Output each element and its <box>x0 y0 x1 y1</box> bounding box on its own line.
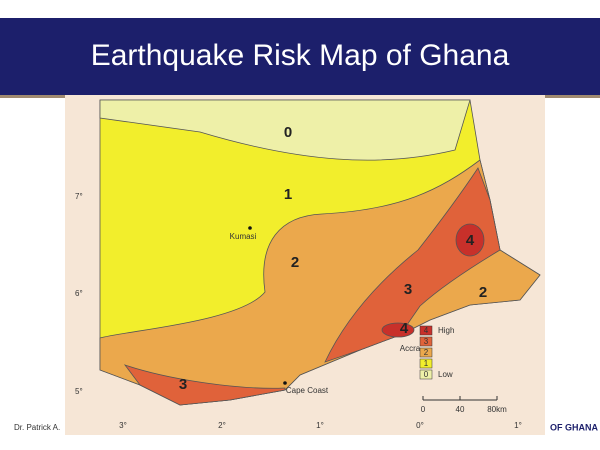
zone-2-area <box>99 159 541 406</box>
zone-3-east <box>324 167 501 363</box>
zone-4-east <box>455 223 485 257</box>
legend-swatch <box>419 369 433 380</box>
zone-label: 1 <box>284 186 292 203</box>
scale-label: 0 <box>421 405 426 414</box>
longitude-label: 1° <box>316 421 324 430</box>
footer-author: Dr. Patrick A. <box>14 423 60 432</box>
longitude-label: 0° <box>416 421 424 430</box>
zone-3-west <box>123 364 286 406</box>
longitude-label: 2° <box>218 421 226 430</box>
legend-text: High <box>438 326 454 335</box>
latitude-label: 5° <box>75 387 83 396</box>
legend-swatch <box>419 336 433 347</box>
legend: 4 3 2 1 0 High Low <box>419 325 454 380</box>
zone-label: 2 <box>291 254 299 271</box>
zone-0-area <box>99 99 471 161</box>
legend-label: 2 <box>424 348 429 357</box>
slide-title: Earthquake Risk Map of Ghana <box>91 39 510 72</box>
city-label: Kumasi <box>230 232 257 241</box>
scale-bar: 0 40 80km <box>421 396 507 414</box>
title-banner <box>0 18 600 95</box>
zone-label: 4 <box>400 320 409 337</box>
map: 0 1 2 4 3 2 4 3 Kumasi Accra Cape Coast … <box>65 95 545 435</box>
latitude-label: 6° <box>75 289 83 298</box>
footer-org: OF GHANA <box>550 422 598 432</box>
zone-label: 2 <box>479 284 487 301</box>
city-label: Cape Coast <box>286 386 329 395</box>
city-dot <box>283 381 287 385</box>
legend-swatch <box>419 358 433 369</box>
zone-4-accra <box>381 322 415 338</box>
scale-label: 40 <box>456 405 465 414</box>
legend-swatch <box>419 325 433 336</box>
legend-label: 1 <box>424 359 429 368</box>
legend-swatch <box>419 347 433 358</box>
zone-label: 3 <box>404 281 412 298</box>
longitude-label: 1° <box>514 421 522 430</box>
zone-label: 0 <box>284 124 292 141</box>
city-label: Accra <box>400 344 421 353</box>
zone-label: 3 <box>179 376 187 393</box>
longitude-label: 3° <box>119 421 127 430</box>
legend-label: 4 <box>424 326 429 335</box>
legend-label: 0 <box>424 370 429 379</box>
zone-label: 4 <box>466 232 475 249</box>
scale-label: 80km <box>487 405 507 414</box>
legend-label: 3 <box>424 337 429 346</box>
city-dot <box>248 226 252 230</box>
latitude-label: 7° <box>75 192 83 201</box>
legend-text: Low <box>438 370 453 379</box>
